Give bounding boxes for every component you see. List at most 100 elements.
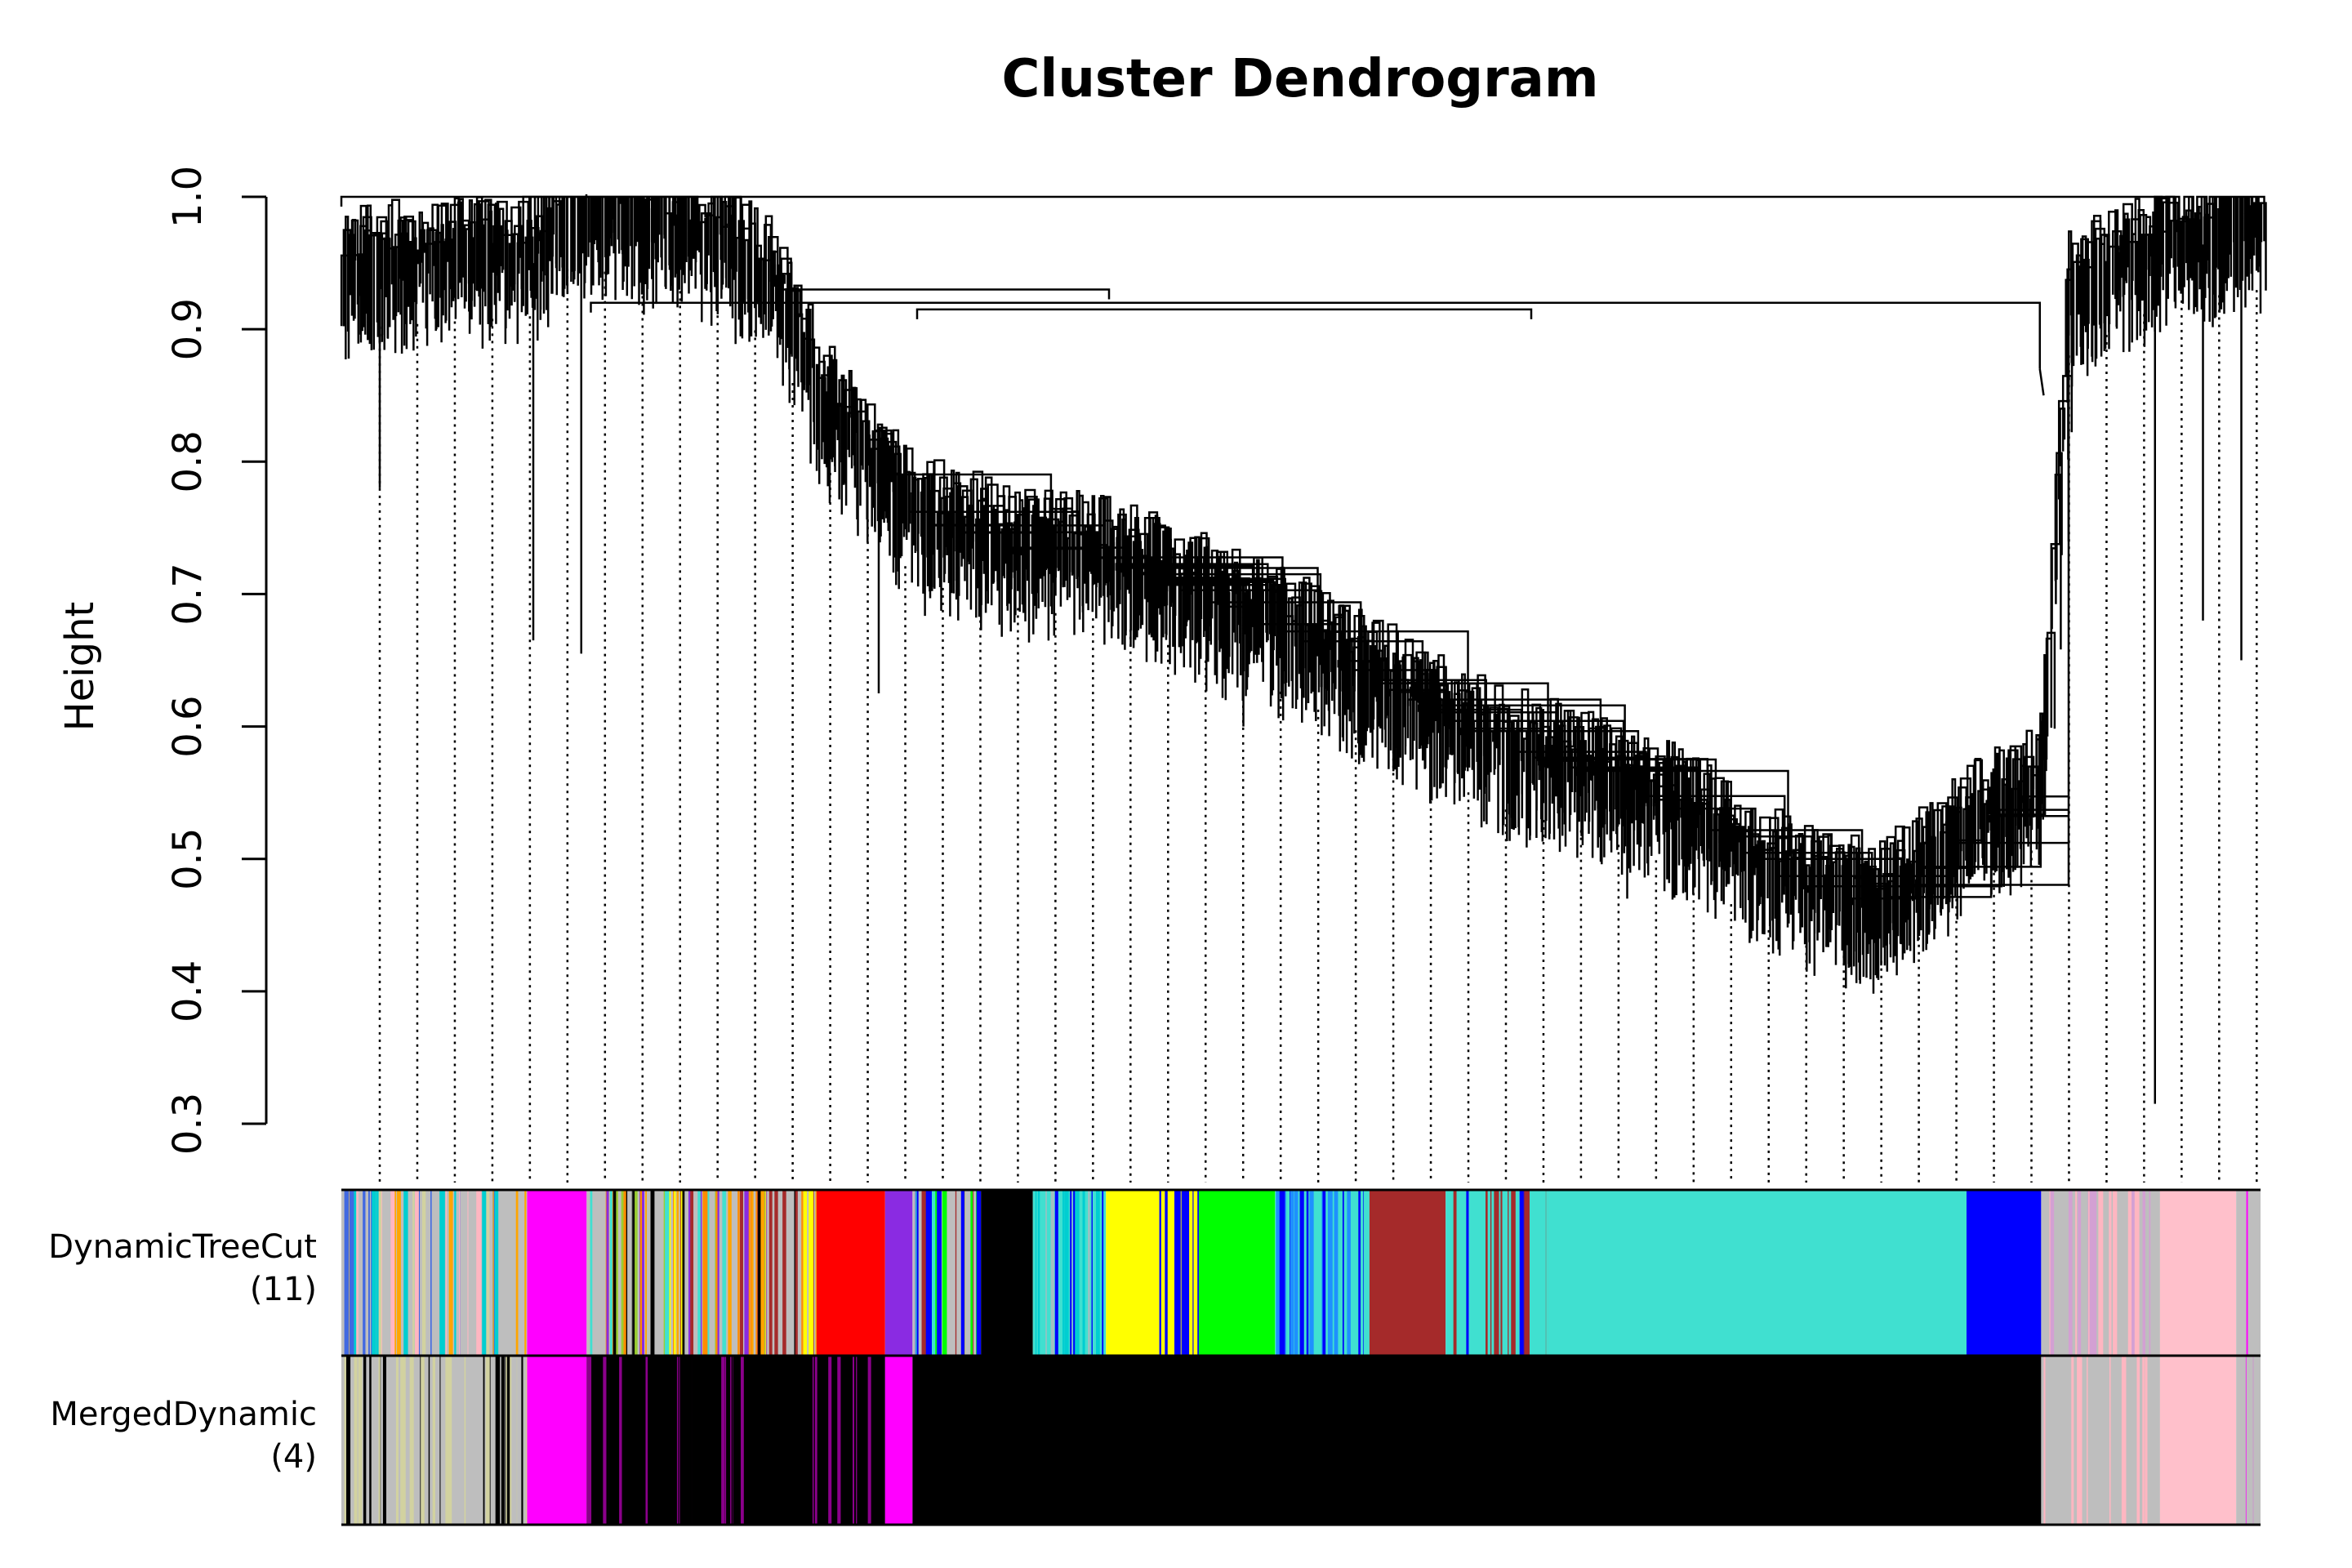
band-stripe bbox=[2126, 1190, 2128, 1356]
band-stripe bbox=[344, 1190, 350, 1356]
band-stripe bbox=[2242, 1190, 2243, 1356]
y-tick-label: 0.3 bbox=[165, 1093, 211, 1155]
band-stripe bbox=[775, 1356, 780, 1525]
band-stripe bbox=[774, 1190, 778, 1356]
band-stripe bbox=[710, 1356, 715, 1525]
band-stripe bbox=[2130, 1190, 2132, 1356]
band-stripe bbox=[942, 1190, 947, 1356]
band-segment bbox=[527, 1356, 587, 1525]
band-stripe bbox=[2256, 1190, 2261, 1356]
band-stripe bbox=[1082, 1190, 1087, 1356]
band-stripe bbox=[749, 1356, 755, 1525]
main-merge-branch bbox=[915, 308, 1533, 319]
band-stripe bbox=[2246, 1356, 2249, 1525]
band-stripe bbox=[2159, 1190, 2160, 1356]
band-stripe bbox=[492, 1190, 497, 1356]
band-stripe bbox=[721, 1356, 725, 1525]
band-stripe bbox=[2072, 1190, 2076, 1356]
band-stripe bbox=[673, 1190, 675, 1356]
band-stripe bbox=[605, 1190, 608, 1356]
band-stripe bbox=[1189, 1190, 1193, 1356]
band-stripe bbox=[1466, 1190, 1469, 1356]
band-stripe bbox=[421, 1190, 426, 1356]
band-stripe bbox=[635, 1190, 638, 1356]
band-stripe bbox=[467, 1190, 469, 1356]
band-stripe bbox=[688, 1190, 694, 1356]
band-stripe bbox=[445, 1356, 450, 1525]
band-stripe bbox=[680, 1190, 685, 1356]
band-stripe bbox=[1071, 1190, 1073, 1356]
band-stripe bbox=[1322, 1190, 1326, 1356]
band-stripe bbox=[354, 1356, 358, 1525]
band-stripe bbox=[363, 1356, 367, 1525]
band-stripe bbox=[2246, 1190, 2248, 1356]
band-stripe bbox=[1524, 1190, 1526, 1356]
band-stripe bbox=[1312, 1190, 1314, 1356]
band-segment bbox=[1198, 1190, 1276, 1356]
band-stripe bbox=[501, 1190, 503, 1356]
band-stripe bbox=[432, 1356, 435, 1525]
band-stripe bbox=[513, 1356, 518, 1525]
band-stripe bbox=[1334, 1190, 1337, 1356]
band-stripe bbox=[770, 1356, 775, 1525]
band-stripe bbox=[650, 1190, 655, 1356]
band-stripe bbox=[921, 1190, 926, 1356]
band-stripe bbox=[590, 1190, 593, 1356]
band-stripe bbox=[2077, 1356, 2079, 1525]
band-stripe bbox=[782, 1190, 786, 1356]
band-stripe bbox=[690, 1356, 693, 1525]
band-stripe bbox=[349, 1190, 354, 1356]
band-stripe bbox=[805, 1356, 808, 1525]
band-stripe bbox=[1500, 1190, 1503, 1356]
band-stripe bbox=[768, 1190, 773, 1356]
band-stripe bbox=[2129, 1356, 2132, 1525]
band-stripe bbox=[425, 1356, 427, 1525]
band-stripe bbox=[1187, 1190, 1188, 1356]
band-stripe bbox=[837, 1356, 841, 1525]
band-stripe bbox=[2109, 1190, 2112, 1356]
band-stripe bbox=[1085, 1190, 1089, 1356]
band-stripe bbox=[1290, 1190, 1294, 1356]
band-stripe bbox=[1299, 1190, 1304, 1356]
band-stripe bbox=[2091, 1190, 2097, 1356]
band-stripe bbox=[612, 1190, 617, 1356]
band-segment bbox=[2159, 1356, 2237, 1525]
band-stripe bbox=[495, 1356, 501, 1525]
band-stripe bbox=[791, 1356, 796, 1525]
band-stripe bbox=[1327, 1190, 1331, 1356]
band-stripe bbox=[645, 1356, 648, 1525]
band-stripe bbox=[664, 1190, 670, 1356]
band-stripe bbox=[2082, 1356, 2087, 1525]
band-stripe bbox=[1035, 1190, 1037, 1356]
band-segment bbox=[527, 1190, 587, 1356]
band-stripe bbox=[2069, 1356, 2072, 1525]
band-stripe bbox=[378, 1190, 382, 1356]
band-stripe bbox=[621, 1190, 625, 1356]
band-stripe bbox=[376, 1356, 379, 1525]
band-stripe bbox=[608, 1356, 611, 1525]
band-stripe bbox=[741, 1356, 744, 1525]
band-stripe bbox=[603, 1356, 607, 1525]
band-stripe bbox=[2158, 1356, 2160, 1525]
band-stripe bbox=[492, 1190, 494, 1356]
band-stripe bbox=[501, 1356, 505, 1525]
band-stripe bbox=[429, 1356, 431, 1525]
band-stripe bbox=[977, 1190, 981, 1356]
band-segment bbox=[1966, 1190, 2042, 1356]
band-stripe bbox=[926, 1190, 930, 1356]
band-stripe bbox=[1043, 1190, 1045, 1356]
band-stripe bbox=[2248, 1356, 2253, 1525]
y-tick-label: 0.6 bbox=[165, 695, 211, 757]
band-stripe bbox=[841, 1356, 844, 1525]
band-stripe bbox=[506, 1356, 510, 1525]
band-stripe bbox=[1076, 1190, 1080, 1356]
band-segment bbox=[2159, 1190, 2237, 1356]
band-stripe bbox=[482, 1190, 487, 1356]
band-stripe bbox=[1309, 1190, 1313, 1356]
band-stripe bbox=[654, 1356, 657, 1525]
band-stripe bbox=[2132, 1190, 2136, 1356]
band-stripe bbox=[1064, 1190, 1069, 1356]
band-stripe bbox=[934, 1190, 938, 1356]
band-stripe bbox=[1448, 1190, 1454, 1356]
band-stripe bbox=[403, 1356, 406, 1525]
